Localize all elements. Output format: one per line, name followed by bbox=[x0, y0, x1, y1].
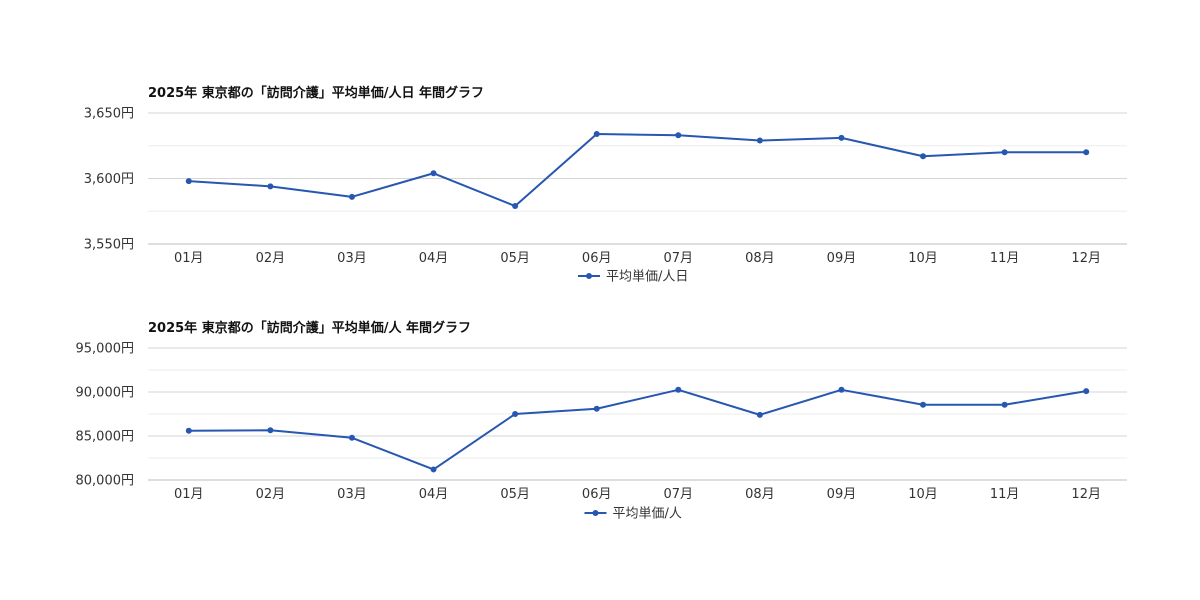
y-tick-label: 3,650円 bbox=[84, 107, 134, 122]
data-point[interactable] bbox=[675, 386, 682, 393]
x-tick-label: 08月 bbox=[745, 251, 775, 266]
data-point[interactable] bbox=[185, 427, 192, 434]
x-tick-label: 11月 bbox=[990, 487, 1020, 502]
y-tick-label: 85,000円 bbox=[76, 430, 135, 445]
data-point[interactable] bbox=[267, 427, 274, 434]
x-tick-label: 12月 bbox=[1071, 251, 1101, 266]
data-point[interactable] bbox=[920, 401, 927, 408]
data-point[interactable] bbox=[1083, 388, 1090, 395]
y-tick-label: 3,600円 bbox=[84, 172, 134, 187]
x-tick-label: 11月 bbox=[990, 251, 1020, 266]
x-tick-label: 06月 bbox=[582, 487, 612, 502]
chart-price-per-person: 2025年 東京都の「訪問介護」平均単価/人 年間グラフ 80,000円 85,0… bbox=[76, 320, 1127, 522]
x-tick-label: 09月 bbox=[827, 251, 857, 266]
x-tick-label: 05月 bbox=[500, 487, 530, 502]
x-tick-label: 01月 bbox=[174, 251, 204, 266]
x-tick-label: 01月 bbox=[174, 487, 204, 502]
x-tick-label: 02月 bbox=[256, 487, 286, 502]
x-tick-label: 12月 bbox=[1071, 487, 1101, 502]
data-point[interactable] bbox=[348, 434, 355, 441]
data-point[interactable] bbox=[838, 386, 845, 393]
legend-marker bbox=[586, 273, 592, 279]
legend-marker bbox=[592, 510, 599, 516]
x-tick-label: 10月 bbox=[908, 251, 938, 266]
data-point[interactable] bbox=[920, 153, 927, 160]
data-point[interactable] bbox=[1001, 401, 1008, 408]
x-tick-label: 06月 bbox=[582, 251, 612, 266]
y-tick-label: 95,000円 bbox=[76, 342, 135, 357]
data-point[interactable] bbox=[348, 193, 355, 200]
data-point[interactable] bbox=[838, 134, 845, 141]
chart-title: 2025年 東京都の「訪問介護」平均単価/人 年間グラフ bbox=[148, 320, 471, 336]
x-tick-label: 07月 bbox=[664, 487, 694, 502]
data-point[interactable] bbox=[593, 130, 600, 137]
data-point[interactable] bbox=[267, 183, 274, 190]
legend-label: 平均単価/人日 bbox=[606, 269, 688, 285]
data-point[interactable] bbox=[756, 411, 763, 418]
data-point[interactable] bbox=[1001, 149, 1008, 156]
x-tick-label: 04月 bbox=[419, 487, 449, 502]
data-point[interactable] bbox=[756, 137, 763, 144]
x-tick-label: 09月 bbox=[827, 487, 857, 502]
data-point[interactable] bbox=[593, 405, 600, 412]
legend-label: 平均単価/人 bbox=[613, 506, 682, 522]
y-tick-label: 3,550円 bbox=[84, 238, 134, 253]
data-point[interactable] bbox=[185, 178, 192, 185]
x-tick-label: 03月 bbox=[337, 251, 367, 266]
series-line bbox=[188, 388, 1087, 471]
chart-title: 2025年 東京都の「訪問介護」平均単価/人日 年間グラフ bbox=[148, 85, 484, 101]
data-point[interactable] bbox=[430, 466, 437, 473]
x-tick-label: 04月 bbox=[419, 251, 449, 266]
x-tick-label: 05月 bbox=[500, 251, 530, 266]
data-point[interactable] bbox=[512, 411, 519, 417]
y-tick-label: 90,000円 bbox=[76, 386, 135, 401]
x-tick-label: 02月 bbox=[256, 251, 286, 266]
x-tick-label: 10月 bbox=[908, 487, 938, 502]
series-line bbox=[188, 132, 1087, 208]
data-point[interactable] bbox=[430, 170, 437, 177]
data-point[interactable] bbox=[512, 203, 519, 210]
y-tick-label: 80,000円 bbox=[76, 474, 135, 489]
chart-price-per-person-day: 2025年 東京都の「訪問介護」平均単価/人日 年間グラフ 3,550円 3,60… bbox=[84, 85, 1127, 285]
x-tick-label: 03月 bbox=[337, 487, 367, 502]
data-point[interactable] bbox=[675, 132, 682, 139]
data-point[interactable] bbox=[1083, 149, 1090, 156]
x-tick-label: 08月 bbox=[745, 487, 775, 502]
x-tick-label: 07月 bbox=[664, 251, 694, 266]
